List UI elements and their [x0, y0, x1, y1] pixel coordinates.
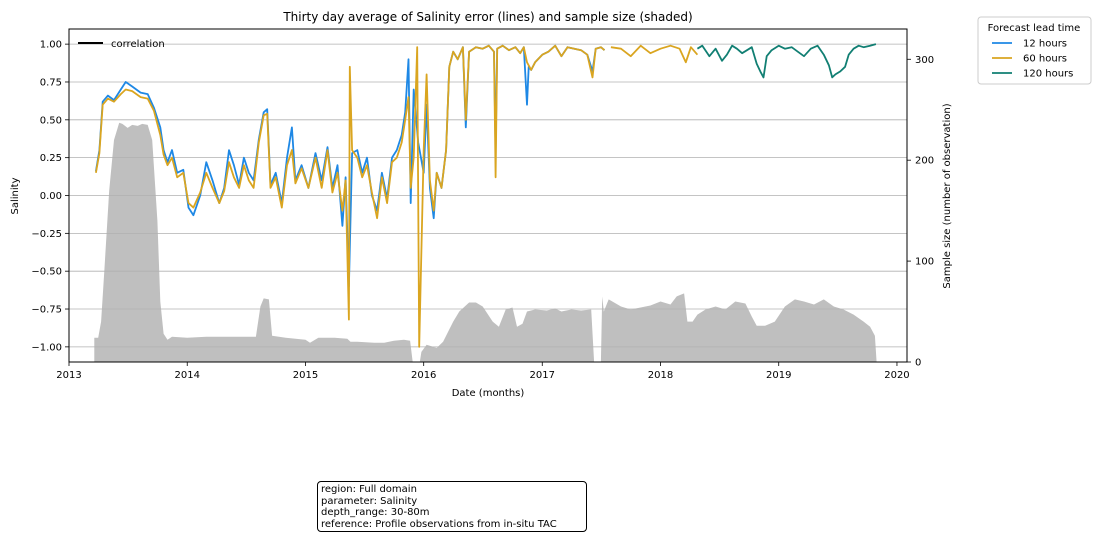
- x-axis-label: Date (months): [452, 388, 525, 399]
- x-tick-label: 2020: [884, 370, 909, 381]
- y-tick-label: −1.00: [31, 342, 62, 353]
- y-tick-label: 0.50: [40, 115, 62, 126]
- info-box: region: Full domain parameter: Salinity …: [317, 481, 587, 532]
- y2-tick-label: 100: [915, 257, 934, 268]
- y-tick-label: 0.75: [40, 77, 62, 88]
- x-tick-label: 2015: [293, 370, 318, 381]
- y-tick-label: 1.00: [40, 40, 62, 51]
- info-parameter: parameter: Salinity: [321, 495, 418, 507]
- y2-tick-label: 200: [915, 156, 934, 167]
- series-legend-title: Forecast lead time: [988, 23, 1081, 34]
- x-tick-label: 2016: [411, 370, 436, 381]
- sample-size-shaded-area: [94, 122, 877, 362]
- chart-title: Thirty day average of Salinity error (li…: [282, 10, 692, 24]
- series-line-120-hours: [696, 43, 877, 79]
- legend-label: 60 hours: [1023, 54, 1067, 65]
- x-tick-label: 2013: [56, 370, 81, 381]
- horizontal-gridlines: [69, 43, 907, 348]
- series-lines: [95, 43, 877, 348]
- y-tick-label: −0.50: [31, 267, 62, 278]
- y2-axis-label: Sample size (number of observation): [942, 103, 953, 288]
- line-style-legend: correlation: [78, 39, 165, 50]
- y-tick-label: −0.75: [31, 305, 62, 316]
- y2-tick-label: 300: [915, 55, 934, 66]
- y-axis-label: Salinity: [10, 177, 21, 214]
- y-tick-label: 0.25: [40, 153, 62, 164]
- y2-tick-label: 0: [915, 358, 921, 369]
- x-tick-label: 2017: [530, 370, 555, 381]
- info-reference: reference: Profile observations from in-…: [321, 518, 557, 530]
- sample-size-area: [94, 122, 877, 362]
- y-tick-label: 0.00: [40, 191, 62, 202]
- series-legend-frame: [977, 16, 1092, 85]
- info-region: region: Full domain: [321, 484, 417, 495]
- x-tick-label: 2014: [175, 370, 200, 381]
- x-tick-label: 2019: [766, 370, 791, 381]
- axes: 1.00 0.75 0.50 0.25 0.00 −0.25 −0.50 −0.75 −1.00…: [31, 40, 934, 381]
- legend-label: 12 hours: [1023, 39, 1067, 50]
- y-tick-label: −0.25: [31, 229, 62, 240]
- legend-correlation-label: correlation: [111, 39, 165, 50]
- legend-label: 120 hours: [1023, 69, 1073, 80]
- series-line-60-hours: [95, 44, 699, 348]
- x-tick-label: 2018: [648, 370, 673, 381]
- series-legend: Forecast lead time 12 hours 60 hours 120 h…: [977, 16, 1092, 85]
- info-depth-range: depth_range: 30-80m: [321, 507, 430, 518]
